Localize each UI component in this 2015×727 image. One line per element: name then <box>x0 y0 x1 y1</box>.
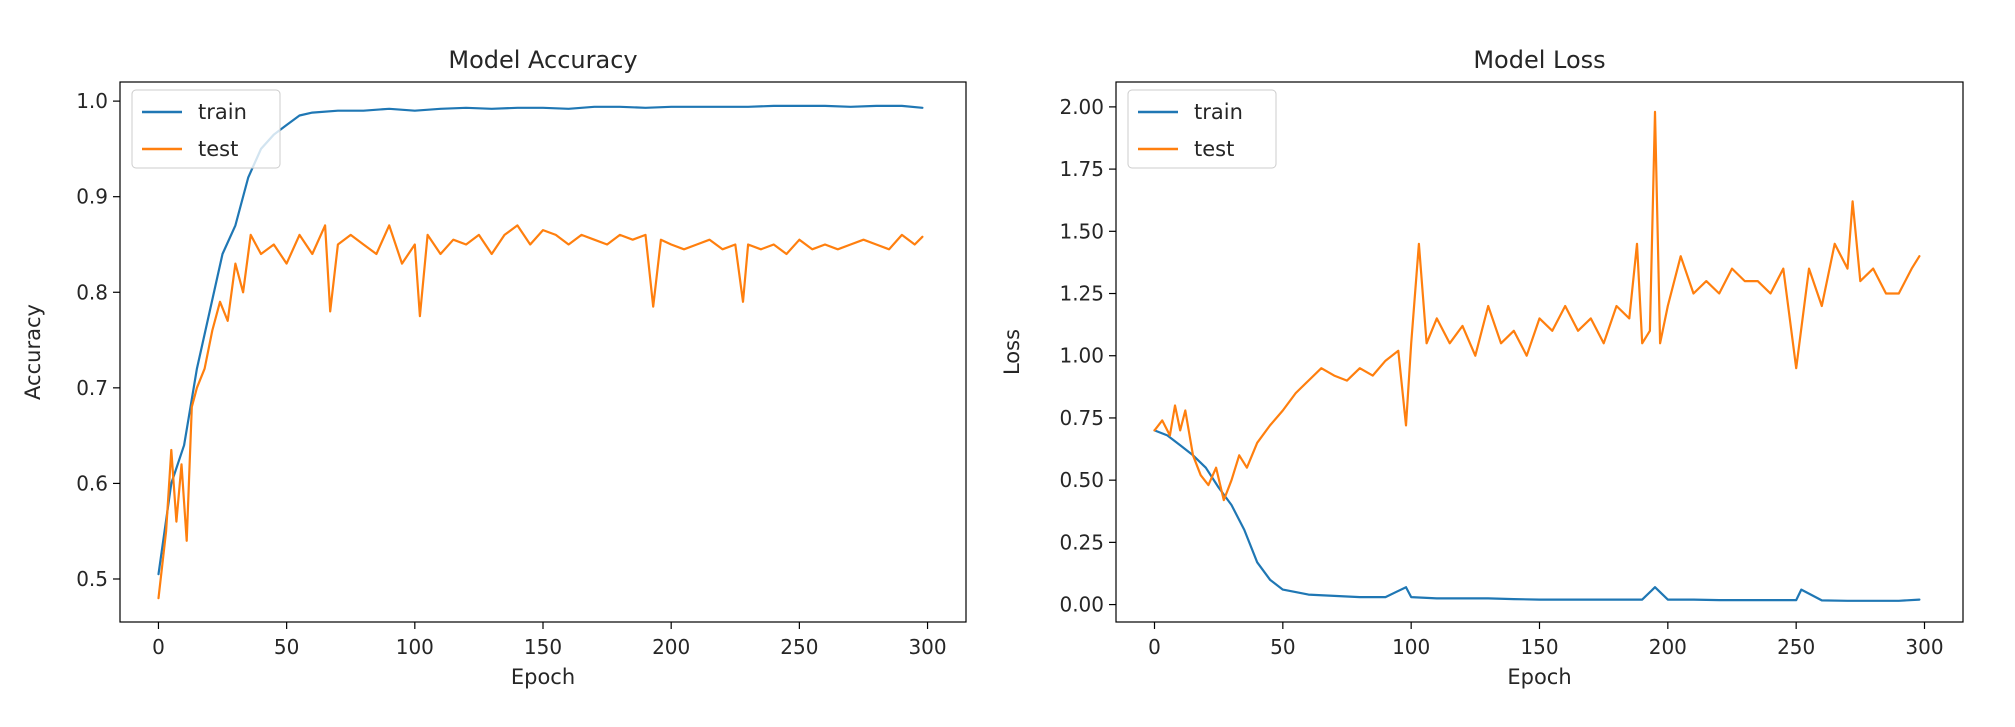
chart-2-ytick-label: 0.25 <box>1059 530 1104 554</box>
chart-1: 0 50 100 150 200 250 300 0.5 0.6 0.7 0.8 0.9 1.0 Mode… <box>21 46 967 689</box>
chart-2-ylabel: Loss <box>1000 329 1024 375</box>
chart-1-legend: train test <box>131 89 281 169</box>
chart-1-xtick-label: 300 <box>908 635 946 659</box>
chart-2-xlabel: Epoch <box>1507 665 1571 689</box>
chart-1-xtick-label: 250 <box>780 635 818 659</box>
chart-2-series-train-line <box>1153 429 1921 602</box>
chart-1-xtick-label: 50 <box>274 635 299 659</box>
chart-2-ytick-label: 0.50 <box>1059 468 1104 492</box>
chart-1-series-test-line <box>157 224 924 600</box>
chart-2: 0 50 100 150 200 250 300 0.00 0.25 0.50 0.75 1.00 1.… <box>1000 46 1964 689</box>
chart-1-ytick-label: 0.9 <box>76 185 108 209</box>
chart-2-xtick-label: 250 <box>1777 635 1815 659</box>
chart-2-title: Model Loss <box>1473 46 1605 74</box>
chart-2-ytick-label: 1.00 <box>1059 344 1104 368</box>
chart-1-title: Model Accuracy <box>448 46 637 74</box>
chart-1-xtick-label: 200 <box>652 635 690 659</box>
chart-2-xtick-label: 100 <box>1392 635 1430 659</box>
chart-1-ylabel: Accuracy <box>21 304 45 400</box>
chart-2-legend-label-train: train <box>1194 100 1243 124</box>
chart-1-ytick-label: 0.5 <box>76 567 108 591</box>
chart-2-ytick-label: 0.00 <box>1059 593 1104 617</box>
chart-1-ytick-label: 0.6 <box>76 471 108 495</box>
chart-2-ytick-label: 0.75 <box>1059 406 1104 430</box>
chart-1-xtick-label: 150 <box>524 635 562 659</box>
chart-1-xlabel: Epoch <box>511 665 575 689</box>
chart-2-ytick-label: 1.25 <box>1059 282 1104 306</box>
chart-2-xtick-label: 0 <box>1148 635 1161 659</box>
chart-1-series-train-line <box>157 104 924 576</box>
chart-2-xtick-label: 200 <box>1649 635 1687 659</box>
chart-1-xtick-label: 100 <box>396 635 434 659</box>
chart-1-legend-label-test: test <box>198 137 238 161</box>
chart-1-ytick-label: 0.7 <box>76 376 108 400</box>
chart-1-ytick-label: 1.0 <box>76 89 108 113</box>
chart-2-ytick-label: 2.00 <box>1059 95 1104 119</box>
chart-2-ytick-label: 1.75 <box>1059 157 1104 181</box>
chart-1-legend-label-train: train <box>198 100 247 124</box>
chart-2-xtick-label: 150 <box>1520 635 1558 659</box>
chart-2-xtick-label: 300 <box>1905 635 1943 659</box>
chart-1-ytick-label: 0.8 <box>76 280 108 304</box>
chart-2-legend: train test <box>1127 89 1277 169</box>
chart-2-series-test-line <box>1153 110 1921 502</box>
chart-2-legend-label-test: test <box>1194 137 1234 161</box>
chart-2-ytick-label: 1.50 <box>1059 219 1104 243</box>
chart-1-xtick-label: 0 <box>152 635 165 659</box>
chart-2-xtick-label: 50 <box>1270 635 1295 659</box>
